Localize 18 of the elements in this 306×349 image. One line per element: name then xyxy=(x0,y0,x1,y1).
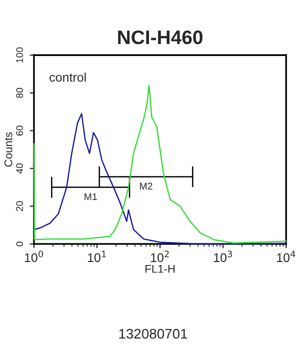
x-tick-label: 10$^{1}$ xyxy=(88,250,106,262)
y-axis-title: Counts xyxy=(4,132,12,167)
x-tick-label: 10$^{4}$ xyxy=(277,250,296,262)
x-tick-label: 10$^{3}$ xyxy=(214,250,232,262)
annotation: control xyxy=(50,72,86,82)
y-tick-label: 60 xyxy=(16,126,24,136)
x-tick-label: 10$^{0}$ xyxy=(24,250,43,262)
series-label: M2 xyxy=(140,182,152,190)
y-tick-label: 40 xyxy=(16,163,24,174)
y-tick-label: 80 xyxy=(16,88,24,98)
x-tick-label: 10$^{2}$ xyxy=(150,250,169,262)
x-axis-title: FL1-H xyxy=(146,265,175,273)
series-label: M1 xyxy=(84,193,97,200)
y-tick-label: 20 xyxy=(16,201,24,212)
y-tick-label: 0 xyxy=(16,242,24,246)
chart-title: NCI-H460 xyxy=(118,30,202,44)
text: 132080701 xyxy=(119,328,188,339)
y-tick-label: 100 xyxy=(16,47,24,63)
